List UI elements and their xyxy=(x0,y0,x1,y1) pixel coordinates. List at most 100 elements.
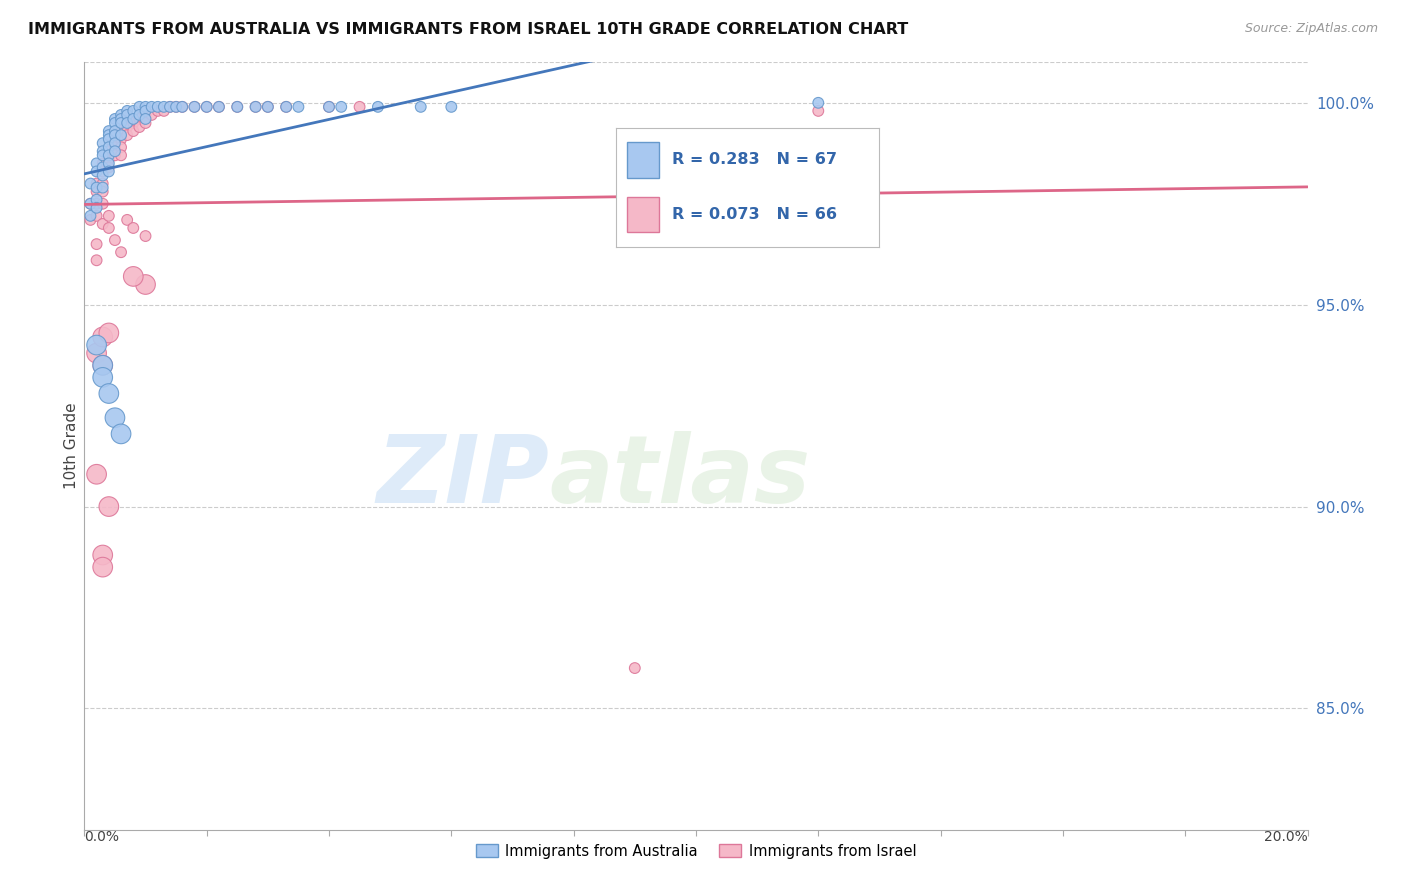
Y-axis label: 10th Grade: 10th Grade xyxy=(63,402,79,490)
Point xyxy=(79,196,101,211)
Point xyxy=(79,213,101,227)
Point xyxy=(91,358,114,372)
Point xyxy=(97,124,120,138)
Text: IMMIGRANTS FROM AUSTRALIA VS IMMIGRANTS FROM ISRAEL 10TH GRADE CORRELATION CHART: IMMIGRANTS FROM AUSTRALIA VS IMMIGRANTS … xyxy=(28,22,908,37)
Point xyxy=(183,100,205,114)
Point xyxy=(97,140,120,154)
Point xyxy=(97,221,120,235)
Point xyxy=(91,148,114,162)
Point xyxy=(104,233,127,247)
Point xyxy=(97,500,120,514)
Point xyxy=(91,177,114,191)
Point xyxy=(807,95,830,110)
Point xyxy=(159,100,181,114)
Point xyxy=(208,100,231,114)
Point xyxy=(91,560,114,574)
Point xyxy=(135,100,157,114)
Point xyxy=(330,100,353,114)
Point xyxy=(245,100,267,114)
Point xyxy=(287,100,309,114)
Point xyxy=(128,108,150,122)
Point xyxy=(91,169,114,183)
Point xyxy=(79,177,101,191)
Point xyxy=(245,100,267,114)
Point xyxy=(79,209,101,223)
Point xyxy=(349,100,371,114)
Legend: Immigrants from Australia, Immigrants from Israel: Immigrants from Australia, Immigrants fr… xyxy=(470,838,922,864)
Point xyxy=(135,108,157,122)
Point xyxy=(97,153,120,167)
Point xyxy=(172,100,194,114)
Point xyxy=(86,185,108,199)
Point xyxy=(115,120,138,134)
Point xyxy=(807,103,830,118)
Point xyxy=(195,100,218,114)
Point xyxy=(97,161,120,175)
Point xyxy=(122,221,145,235)
Point xyxy=(86,237,108,252)
Point xyxy=(97,386,120,401)
Point xyxy=(318,100,340,114)
Point xyxy=(97,326,120,340)
Point xyxy=(91,145,114,159)
Point xyxy=(135,116,157,130)
Point xyxy=(141,100,163,114)
Point xyxy=(91,370,114,384)
Point xyxy=(208,100,231,114)
Point xyxy=(135,277,157,292)
Text: 20.0%: 20.0% xyxy=(1264,830,1308,844)
Point xyxy=(86,196,108,211)
Point xyxy=(153,103,176,118)
Point xyxy=(97,145,120,159)
Point xyxy=(110,116,132,130)
Point xyxy=(104,124,127,138)
Point xyxy=(110,245,132,260)
Point xyxy=(122,116,145,130)
Point xyxy=(440,100,463,114)
Point xyxy=(257,100,280,114)
Point xyxy=(86,156,108,170)
Point xyxy=(135,103,157,118)
Point xyxy=(122,124,145,138)
Point xyxy=(257,100,280,114)
Point xyxy=(91,330,114,344)
Point xyxy=(115,103,138,118)
Point xyxy=(165,100,187,114)
Point xyxy=(86,338,108,352)
Point xyxy=(97,164,120,178)
Point xyxy=(91,161,114,175)
Point xyxy=(135,112,157,126)
Point xyxy=(97,209,120,223)
Point xyxy=(104,140,127,154)
Point xyxy=(122,269,145,284)
Point xyxy=(91,548,114,562)
Point xyxy=(91,358,114,372)
Point xyxy=(97,128,120,142)
Point xyxy=(86,467,108,482)
Point xyxy=(135,229,157,244)
Point xyxy=(128,100,150,114)
Point xyxy=(86,164,108,178)
Point xyxy=(318,100,340,114)
Point xyxy=(624,661,647,675)
Point xyxy=(91,164,114,178)
Point xyxy=(115,116,138,130)
Point xyxy=(91,217,114,231)
Text: atlas: atlas xyxy=(550,431,810,523)
Point xyxy=(183,100,205,114)
Point xyxy=(91,196,114,211)
Point xyxy=(159,100,181,114)
Point xyxy=(172,100,194,114)
Point xyxy=(165,100,187,114)
Point xyxy=(104,410,127,425)
Point xyxy=(91,180,114,194)
Point xyxy=(104,136,127,151)
Point xyxy=(86,180,108,194)
Point xyxy=(104,112,127,126)
Point xyxy=(86,209,108,223)
Point xyxy=(153,100,176,114)
Text: ZIP: ZIP xyxy=(377,431,550,523)
Point xyxy=(226,100,249,114)
Point xyxy=(276,100,298,114)
Point xyxy=(110,132,132,146)
